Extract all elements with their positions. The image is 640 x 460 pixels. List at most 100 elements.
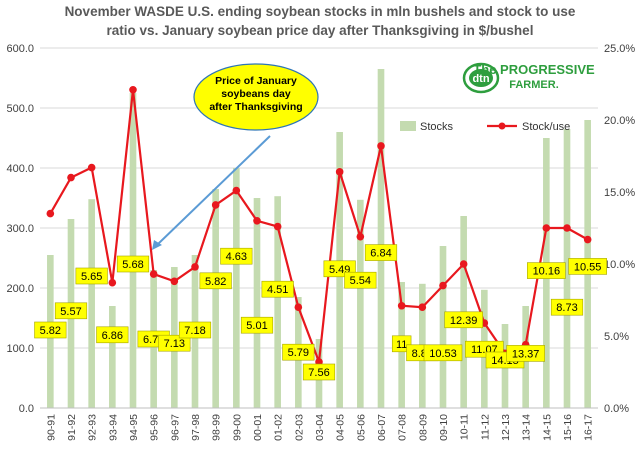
legend-label-stocks: Stocks xyxy=(420,121,454,133)
stock-use-point xyxy=(46,209,55,218)
price-label: 5.82 xyxy=(40,325,61,337)
right-y-tick-label: 10.0% xyxy=(604,259,635,271)
price-label: 7.13 xyxy=(164,338,185,350)
logo-name-line-1: The PROGRESSIVE xyxy=(473,62,595,77)
legend-label-stock-use: Stock/use xyxy=(522,121,570,133)
price-label-box xyxy=(344,271,377,289)
x-tick-label: 07-08 xyxy=(397,414,409,441)
stock-use-point xyxy=(232,186,241,195)
stocks-bar xyxy=(109,306,116,408)
x-tick-label: 01-02 xyxy=(273,414,285,441)
stock-use-point xyxy=(356,232,365,241)
price-label: 5.65 xyxy=(81,271,102,283)
price-label: 10.53 xyxy=(429,348,457,360)
price-label-box xyxy=(364,244,398,261)
x-tick-label: 10-11 xyxy=(459,414,471,440)
stocks-bar xyxy=(274,196,281,408)
left-y-tick-label: 200.0 xyxy=(6,283,34,295)
price-label: 6.84 xyxy=(370,248,391,260)
annotation-line-2: soybeans day xyxy=(221,88,291,100)
price-label: 5.57 xyxy=(60,306,81,318)
stock-use-point xyxy=(170,277,179,286)
stock-use-point xyxy=(459,260,468,268)
stock-use-point xyxy=(439,281,447,290)
stock-use-point xyxy=(563,224,571,232)
price-label-box xyxy=(96,326,129,344)
stock-use-point xyxy=(108,278,117,287)
left-y-tick-label: 600.0 xyxy=(6,43,34,55)
stocks-bar xyxy=(233,168,240,408)
logo-name-line-2: FARMER. xyxy=(509,79,559,91)
price-label: 8.73 xyxy=(556,302,577,314)
x-tick-label: 96-97 xyxy=(169,414,181,441)
price-label: 5.82 xyxy=(205,276,226,288)
price-label-box xyxy=(568,258,607,275)
stocks-bar xyxy=(439,246,447,408)
price-label-box xyxy=(261,280,294,298)
chart-title-line-2: ratio vs. January soybean price day afte… xyxy=(106,23,534,38)
stock-use-point xyxy=(418,303,427,312)
x-tick-label: 08-09 xyxy=(417,414,429,441)
price-label-box xyxy=(199,272,232,290)
dtn-progressive-farmer-logo: dtn The PROGRESSIVE FARMER. xyxy=(462,62,595,94)
stock-use-point xyxy=(335,168,344,176)
price-label-box xyxy=(158,334,191,352)
legend-swatch-stocks xyxy=(400,121,416,131)
legend: Stocks Stock/use xyxy=(400,121,570,133)
x-tick-label: 02-03 xyxy=(293,414,305,441)
stock-use-point xyxy=(253,217,261,225)
price-label: 10.16 xyxy=(533,266,561,278)
x-tick-label: 99-00 xyxy=(231,414,243,441)
x-tick-label: 13-14 xyxy=(521,414,533,441)
price-label: 5.54 xyxy=(350,275,371,287)
chart-title-line-1: November WASDE U.S. ending soybean stock… xyxy=(64,4,576,19)
annotation-line-3: after Thanksgiving xyxy=(209,101,302,113)
price-label: 7.56 xyxy=(308,367,329,379)
stock-use-point xyxy=(397,301,406,310)
price-label: 4.63 xyxy=(226,251,247,263)
x-tick-label: 06-07 xyxy=(376,414,388,441)
right-y-tick-label: 0.0% xyxy=(604,403,629,415)
stock-use-point xyxy=(273,222,282,231)
stock-use-point xyxy=(191,263,199,271)
price-label-box xyxy=(302,363,336,381)
price-label-box xyxy=(506,345,545,362)
stocks-bar xyxy=(357,199,364,408)
stock-use-point xyxy=(67,173,75,182)
x-tick-label: 00-01 xyxy=(252,414,264,441)
stock-use-point xyxy=(149,270,158,278)
stocks-bar xyxy=(88,199,95,408)
left-y-tick-label: 0.0 xyxy=(19,403,34,415)
x-tick-label: 97-98 xyxy=(190,414,202,441)
x-tick-label: 16-17 xyxy=(583,414,595,441)
stocks-bar xyxy=(377,69,385,408)
right-y-tick-label: 5.0% xyxy=(604,331,629,343)
right-y-tick-label: 15.0% xyxy=(604,187,635,199)
annotation-bubble: Price of January soybeans day after Than… xyxy=(193,63,319,131)
stock-use-point xyxy=(87,163,96,172)
price-label-box xyxy=(116,255,150,273)
annotation-line-1: Price of January xyxy=(215,75,297,87)
price-label: 11 xyxy=(396,339,407,351)
price-label: 4.51 xyxy=(267,284,288,296)
stock-use-point xyxy=(377,142,385,150)
stock-use-point xyxy=(542,224,551,232)
price-label: 12.39 xyxy=(450,315,478,327)
price-label: 13.37 xyxy=(512,348,540,360)
price-label: 5.79 xyxy=(288,347,309,359)
left-y-tick-label: 100.0 xyxy=(6,343,34,355)
right-y-tick-label: 20.0% xyxy=(604,115,635,127)
stocks-bar xyxy=(563,129,571,408)
left-y-tick-label: 400.0 xyxy=(6,163,34,175)
price-label-box xyxy=(550,298,584,316)
stock-use-point xyxy=(294,303,303,312)
x-tick-label: 98-99 xyxy=(211,414,223,441)
stocks-bar xyxy=(253,198,261,408)
x-tick-label: 91-92 xyxy=(66,414,78,441)
x-tick-label: 12-13 xyxy=(500,414,512,441)
left-y-tick-label: 500.0 xyxy=(6,103,34,115)
price-label-box xyxy=(75,267,108,285)
price-label-box xyxy=(444,311,483,329)
